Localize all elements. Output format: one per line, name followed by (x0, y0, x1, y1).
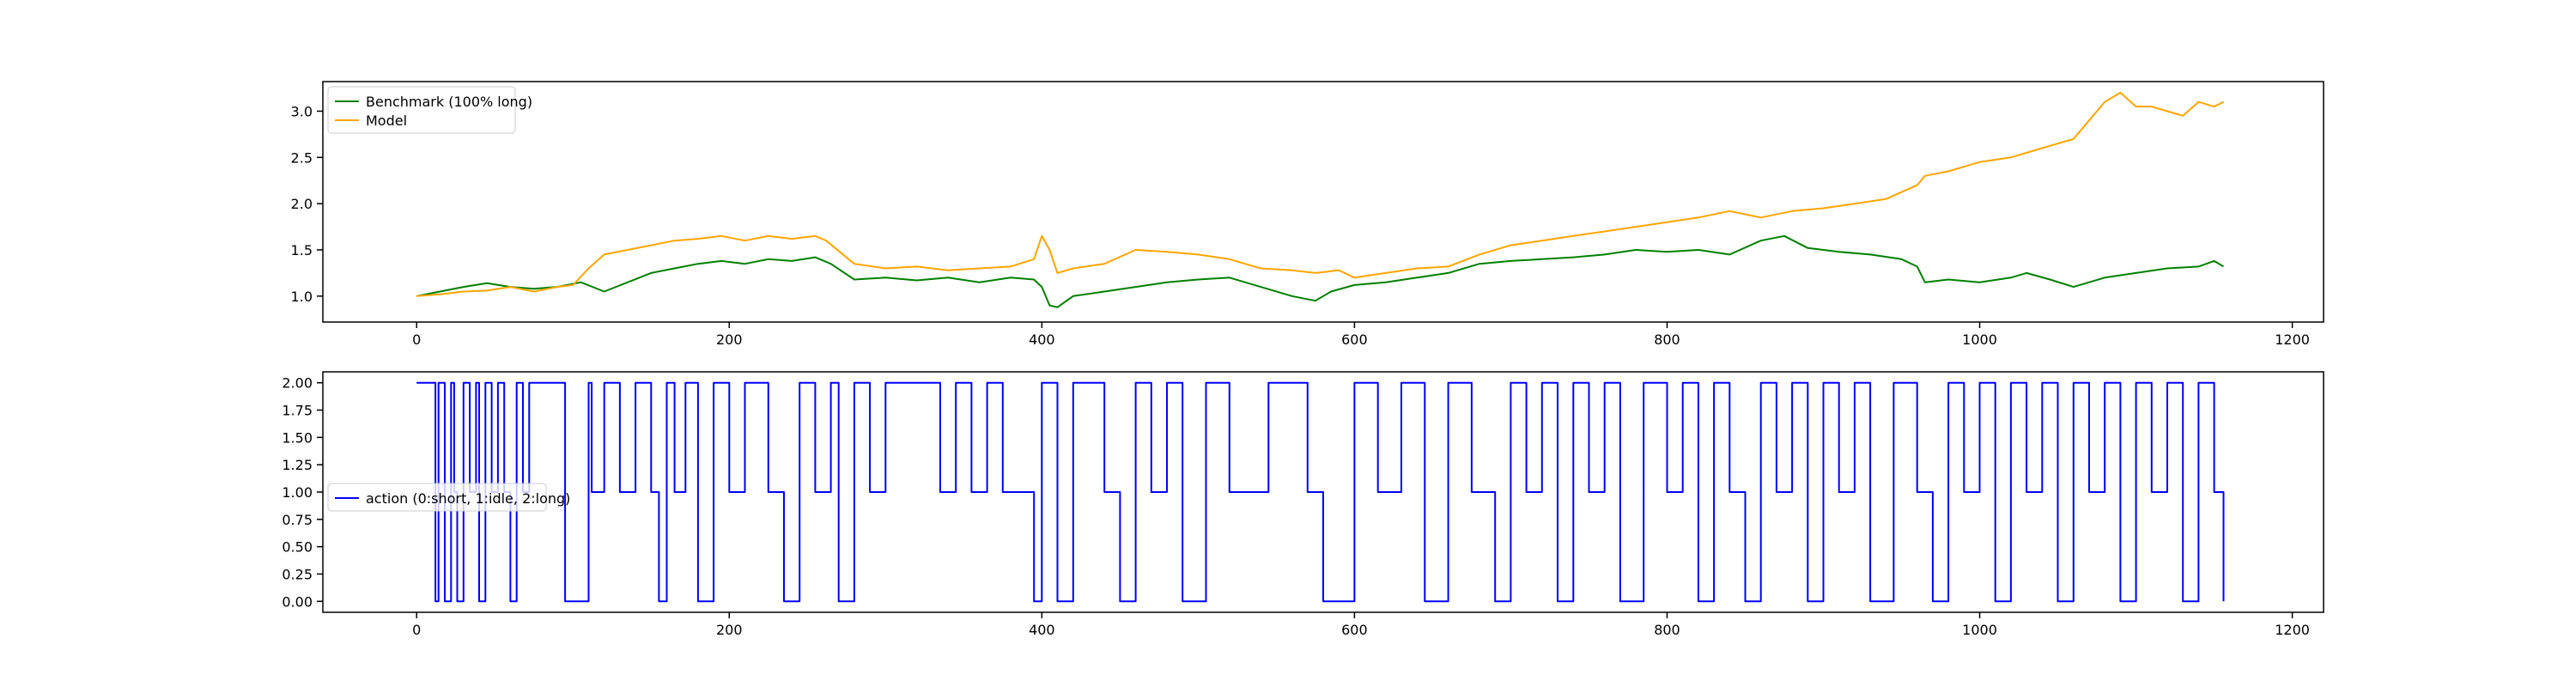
y-tick-label: 1.0 (291, 289, 313, 305)
series-line-0 (416, 381, 2225, 603)
x-tick-label: 400 (1029, 622, 1055, 638)
x-tick-label: 400 (1029, 331, 1055, 348)
legend-box (327, 483, 547, 512)
action-chart-panel: 0 200 400 600 800 1000 1200 0.00 0.25 0.50 0.75 1.0… (282, 371, 2324, 638)
x-tick-label: 800 (1654, 622, 1680, 638)
x-tick-label: 0 (412, 331, 421, 348)
legend-label: Model (366, 112, 407, 129)
y-tick-label: 0.75 (282, 512, 313, 528)
legend-label: action (0:short, 1:idle, 2:long) (366, 490, 570, 507)
y-tick-label: 0.00 (282, 593, 313, 610)
series-line-1 (416, 91, 2224, 297)
legend-box (327, 86, 516, 134)
y-tick-label: 1.25 (282, 457, 313, 473)
y-tick-label: 1.00 (282, 484, 313, 501)
y-tick-label: 1.75 (282, 403, 313, 419)
x-tick-label: 600 (1341, 622, 1368, 638)
plot-area (323, 82, 2324, 322)
x-tick-label: 1000 (1962, 622, 1997, 638)
x-tick-label: 200 (716, 622, 743, 638)
legend: action (0:short, 1:idle, 2:long) (327, 483, 570, 512)
y-tick-label: 3.0 (291, 103, 313, 119)
y-tick-label: 0.25 (282, 566, 313, 582)
x-tick-label: 200 (716, 331, 743, 348)
x-tick-label: 1200 (2275, 622, 2310, 638)
y-tick-label: 0.50 (282, 539, 313, 556)
x-tick-label: 800 (1654, 331, 1680, 348)
y-tick-label: 2.5 (291, 149, 313, 166)
x-tick-label: 0 (412, 622, 421, 638)
x-tick-label: 1000 (1962, 331, 1997, 348)
legend: Benchmark (100% long) Model (327, 86, 532, 134)
legend-label: Benchmark (100% long) (366, 94, 532, 110)
series-line-0 (416, 234, 2225, 308)
y-tick-label: 2.0 (291, 196, 313, 212)
equity-chart-panel: 0 200 400 600 800 1000 1200 1.0 1.5 2.0 2.5 3.0 Benc… (291, 81, 2324, 348)
y-tick-label: 1.5 (291, 242, 313, 258)
x-tick-label: 1200 (2275, 331, 2310, 348)
y-tick-label: 1.50 (282, 429, 313, 446)
axes-frame (322, 81, 2324, 323)
y-tick-label: 2.00 (282, 375, 313, 392)
x-tick-label: 600 (1341, 331, 1368, 348)
